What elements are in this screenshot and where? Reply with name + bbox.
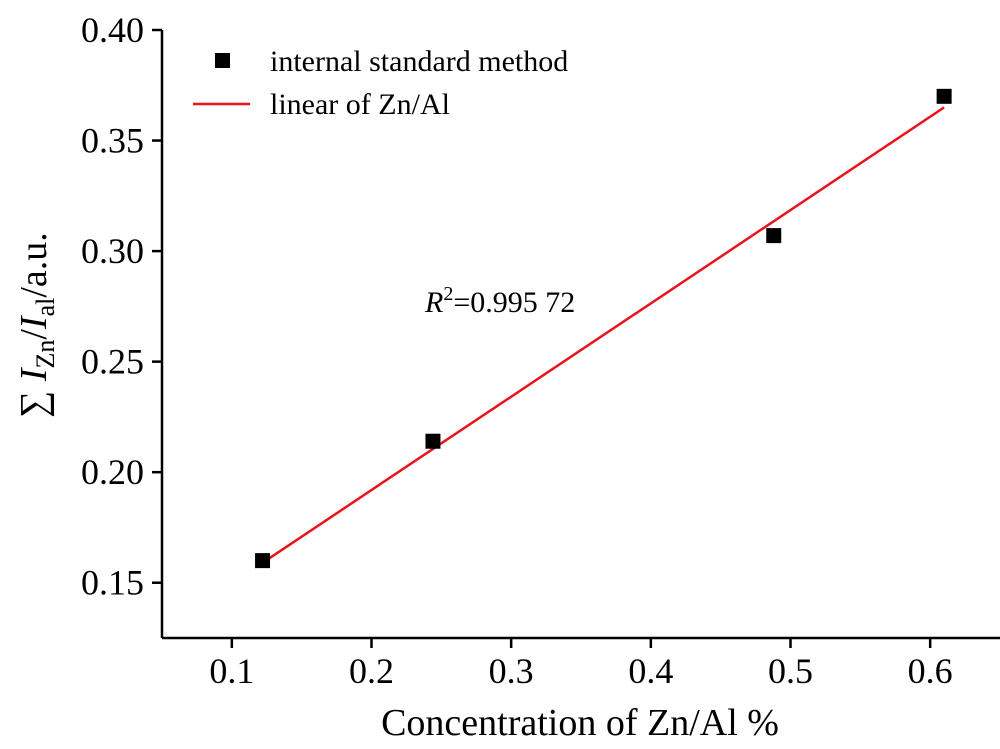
y-axis-label-sub1: Zn [31,340,60,369]
y-axis-label-suffix: /a.u. [13,232,55,297]
x-ticks: 0.1 0.2 0.3 0.4 0.5 0.6 [209,638,953,691]
y-ticks: 0.15 0.20 0.25 0.30 0.35 0.40 [81,10,162,603]
legend-label-scatter: internal standard method [270,45,568,78]
x-tick-label: 0.6 [908,651,953,691]
y-tick-label: 0.20 [81,452,144,492]
x-tick-label: 0.2 [349,651,394,691]
data-point [936,88,952,104]
x-tick-label: 0.4 [628,651,673,691]
y-axis-label-sub2: al [31,298,60,317]
data-point [425,433,441,449]
legend-label-line: linear of Zn/Al [270,88,450,121]
y-axis-label-var1: I [13,366,55,382]
x-tick-label: 0.3 [489,651,534,691]
y-tick-label: 0.25 [81,342,144,382]
y-axis-label-prefix: ∑ [13,381,55,418]
data-point [766,228,782,244]
y-tick-label: 0.35 [81,121,144,161]
r-squared-sup: 2 [443,283,453,305]
y-axis-label: ∑ IZn/Ial/a.u. [13,232,60,418]
r-squared-annotation: R2=0.995 72 [424,283,575,319]
y-axis-label-var2: I [13,314,55,330]
plot-area [255,88,952,569]
x-tick-label: 0.5 [768,651,813,691]
x-axis-label: Concentration of Zn/Al % [381,702,779,744]
y-tick-label: 0.15 [81,563,144,603]
r-squared-var: R [424,286,443,319]
axes [160,30,1000,640]
data-point [255,553,271,569]
y-axis-label-slash: / [13,329,55,340]
fit-line [261,106,945,564]
legend-marker-square [215,53,230,68]
r-squared-value: =0.995 72 [453,286,575,319]
y-tick-label: 0.30 [81,231,144,271]
y-tick-label: 0.40 [81,10,144,50]
legend: internal standard method linear of Zn/Al [193,45,568,121]
x-tick-label: 0.1 [209,651,254,691]
